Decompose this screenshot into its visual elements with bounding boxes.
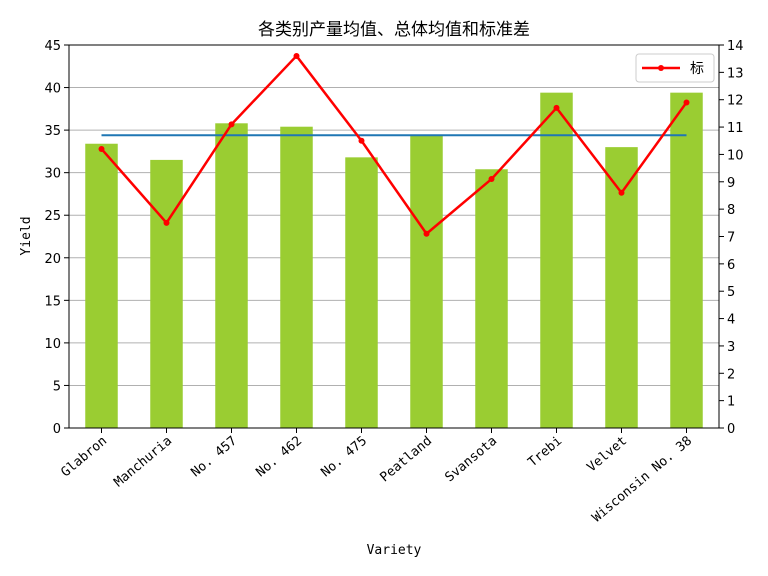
legend-label-std: 标 [690,61,704,77]
bar [670,92,703,428]
bar [85,143,118,428]
std-point [293,52,300,59]
x-tick-label: Manchuria [111,434,175,491]
right-tick-label: 12 [727,94,744,109]
std-point [228,121,235,128]
chart-title: 各类别产量均值、总体均值和标准差 [258,20,530,40]
left-tick-label: 40 [44,82,61,97]
left-tick-label: 45 [44,39,61,54]
x-tick-label: No. 462 [253,434,305,481]
bar [215,123,248,429]
right-tick-label: 3 [727,340,735,355]
x-tick-label: Peatland [377,434,435,486]
bar [345,157,378,428]
std-point [553,104,560,111]
right-tick-label: 8 [727,203,735,218]
bar [540,92,573,428]
right-tick-label: 13 [727,66,744,81]
left-tick-label: 0 [53,422,61,437]
x-tick-label: Velvet [584,434,630,476]
right-tick-label: 14 [727,39,744,54]
right-tick-label: 7 [727,231,735,246]
x-axis-label: Variety [367,543,422,558]
x-tick-label: No. 475 [318,434,370,481]
x-ticks: Glabron Manchuria No. 457 No. 462 No. 475 Pea… [58,428,695,526]
y-axis-label: Yield [19,216,34,255]
right-tick-label: 11 [727,121,744,136]
x-tick-label: No. 457 [188,434,240,481]
bar [280,126,313,428]
bar-series [85,92,703,429]
bar [605,147,638,428]
left-tick-label: 10 [44,337,61,352]
std-point [98,145,105,152]
legend: 标 [635,53,715,83]
std-point [488,176,495,183]
std-series [98,52,690,237]
left-tick-label: 35 [44,124,61,139]
x-tick-label: Glabron [58,434,110,481]
right-tick-label: 4 [727,313,735,328]
std-point [618,189,625,196]
right-tick-label: 6 [727,258,735,273]
std-point [423,230,430,237]
right-tick-label: 2 [727,367,735,382]
right-tick-label: 9 [727,176,735,191]
left-y-ticks: 0 5 10 15 20 25 30 35 40 45 [44,39,69,437]
bar [150,159,183,428]
right-tick-label: 1 [727,395,735,410]
right-tick-label: 5 [727,285,735,300]
right-tick-label: 10 [727,148,744,163]
right-tick-label: 0 [727,422,735,437]
bar [410,135,443,428]
left-tick-label: 5 [53,379,61,394]
legend-marker-sample [658,65,664,71]
x-tick-label: Trebi [525,434,565,471]
left-tick-label: 30 [44,167,61,182]
left-tick-label: 25 [44,209,61,224]
std-point [163,219,170,226]
left-tick-label: 15 [44,294,61,309]
bar [475,169,508,429]
std-line [100,54,688,236]
left-tick-label: 20 [44,252,61,267]
std-point [358,137,365,144]
std-point [683,99,690,106]
x-tick-label: Svansota [442,434,500,486]
